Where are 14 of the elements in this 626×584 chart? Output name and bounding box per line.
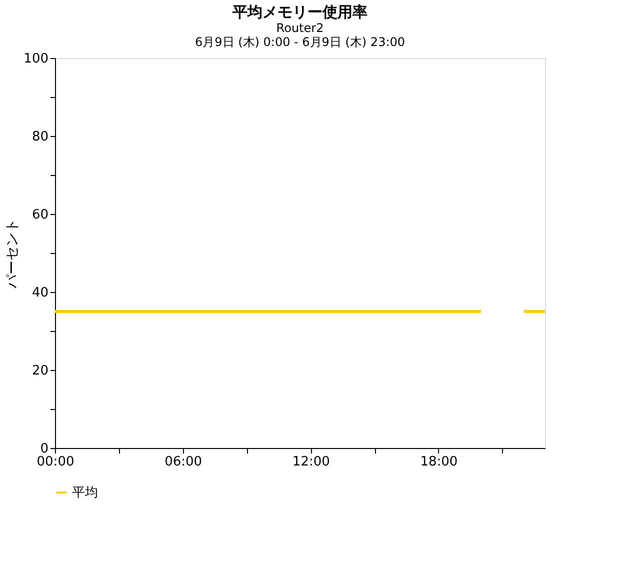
x-tick-label: 00:00 (36, 454, 74, 470)
chart-subtitle: Router2 6月9日 (木) 0:00 - 6月9日 (木) 23:00 (194, 21, 406, 49)
x-tick-label: 18:00 (420, 454, 458, 470)
y-tick-label: 100 (24, 52, 48, 66)
chart-title: 平均メモリー使用率 (232, 3, 368, 21)
x-tick-label: 12:00 (292, 454, 330, 470)
x-tick-label: 06:00 (164, 454, 202, 470)
y-tick-label: 80 (32, 130, 48, 144)
y-tick-label: 20 (32, 364, 48, 378)
y-tick-label: 0 (40, 442, 48, 456)
y-tick-label: 40 (32, 286, 48, 300)
legend-label: 平均 (72, 486, 98, 500)
y-axis-title: パーセント (4, 218, 21, 290)
y-tick-label: 60 (32, 208, 48, 222)
